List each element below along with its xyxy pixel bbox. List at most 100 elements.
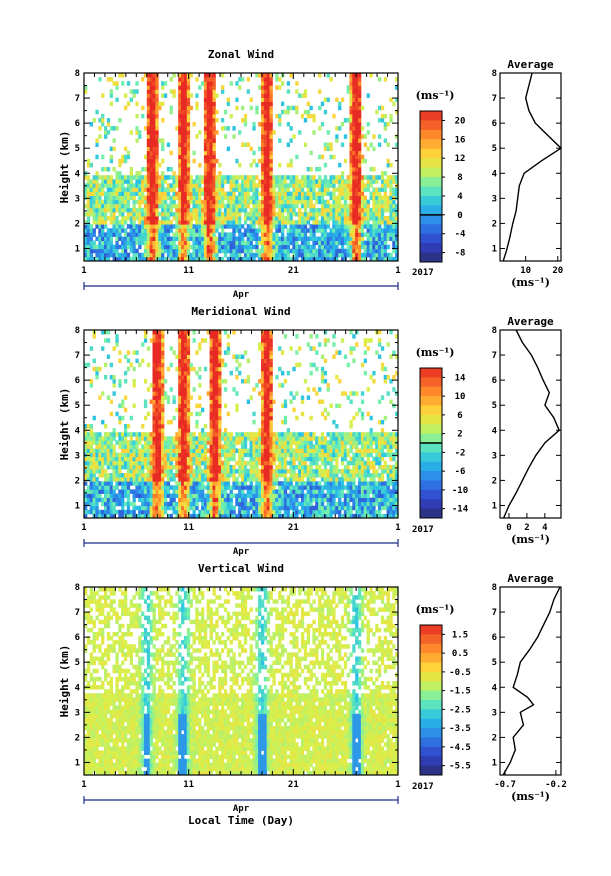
heatmap-cell [115,485,119,490]
heatmap-cell [300,216,305,221]
heatmap-cell [278,248,282,254]
heatmap-cell [258,146,262,152]
heatmap-cell [395,187,399,192]
colorbar-segment [420,224,442,235]
heatmap-cell [246,183,250,188]
heatmap-cell [392,248,396,254]
heatmap-cell [189,224,193,229]
heatmap-cell [212,207,216,213]
heatmap-cell [198,436,202,441]
heatmap-cell [375,228,379,233]
heatmap-cell [380,244,385,250]
heatmap-cell [195,207,199,213]
heatmap-cell [315,248,319,254]
heatmap-cell [181,142,185,147]
heatmap-cell [209,146,213,152]
heatmap-cell [215,395,219,400]
heatmap-cell [218,497,222,503]
heatmap-cell [206,489,210,494]
heatmap-cell [124,473,128,478]
heatmap-cell [183,199,188,205]
heatmap-cell [178,411,182,417]
heatmap-cell [186,436,191,441]
heatmap-cell [340,244,345,250]
heatmap-cell [352,220,356,225]
heatmap-cell [261,228,265,233]
heatmap-cell [155,403,159,409]
heatmap-cell [181,440,185,445]
heatmap-cell [158,473,162,478]
heatmap-cell [152,379,156,384]
heatmap-cell [392,101,396,107]
heatmap-cell [252,485,256,490]
heatmap-cell [340,187,345,192]
heatmap-cell [340,175,345,180]
heatmap-cell [358,97,362,102]
heatmap-cell [372,240,376,246]
heatmap-cell [152,464,156,470]
heatmap-cell [383,240,387,246]
heatmap-cell [389,252,393,258]
heatmap-cell [163,497,168,503]
heatmap-cell [212,485,216,490]
heatmap-cell [215,203,219,209]
heatmap-cell [89,477,93,482]
heatmap-cell [175,252,179,258]
heatmap-cell [318,183,322,188]
heatmap-cell [209,456,213,462]
heatmap-cell [183,358,188,364]
heatmap-cell [155,358,159,364]
heatmap-cell [295,212,299,217]
heatmap-cell [121,501,125,507]
heatmap-cell [118,379,122,384]
heatmap-cell [369,179,373,184]
heatmap-cell [238,473,242,478]
heatmap-cell [303,207,308,213]
heatmap-cell [149,469,153,474]
heatmap-cell [121,485,125,490]
heatmap-cell [215,342,219,347]
heatmap-cell [163,203,168,209]
heatmap-cell [163,212,168,217]
heatmap-cell [300,240,305,246]
heatmap-cell [203,146,208,152]
heatmap-cell [380,212,385,217]
heatmap-cell [138,505,142,511]
heatmap-cell [143,216,148,221]
heatmap-cell [158,403,162,409]
heatmap-cell [89,346,93,351]
heatmap-cell [161,232,165,237]
heatmap-cell [215,199,219,205]
heatmap-cell [309,199,313,205]
heatmap-cell [238,85,242,90]
heatmap-cell [158,415,162,421]
heatmap-cell [181,232,185,237]
heatmap-cell [261,105,265,111]
heatmap-cell [152,481,156,486]
heatmap-cell [355,89,359,94]
heatmap-cell [383,199,387,205]
heatmap-cell [335,244,339,250]
heatmap-cell [266,383,270,388]
heatmap-cell [146,89,151,94]
heatmap-cell [369,236,373,241]
heatmap-cell [269,252,273,258]
heatmap-cell [378,142,382,147]
heatmap-cell [89,436,93,441]
heatmap-cell [181,122,185,127]
heatmap-cell [129,248,133,254]
heatmap-cell [104,485,108,490]
heatmap-cell [389,212,393,217]
heatmap-cell [232,216,236,221]
heatmap-cell [395,109,399,115]
heatmap-cell [263,342,268,347]
heatmap-cell [115,477,119,482]
heatmap-cell [143,477,148,482]
heatmap-cell [309,256,313,262]
heatmap-cell [369,195,373,201]
heatmap-cell [203,485,208,490]
heatmap-cell [89,199,93,205]
heatmap-cell [243,240,248,246]
heatmap-cell [178,126,182,131]
heatmap-cell [109,203,113,209]
